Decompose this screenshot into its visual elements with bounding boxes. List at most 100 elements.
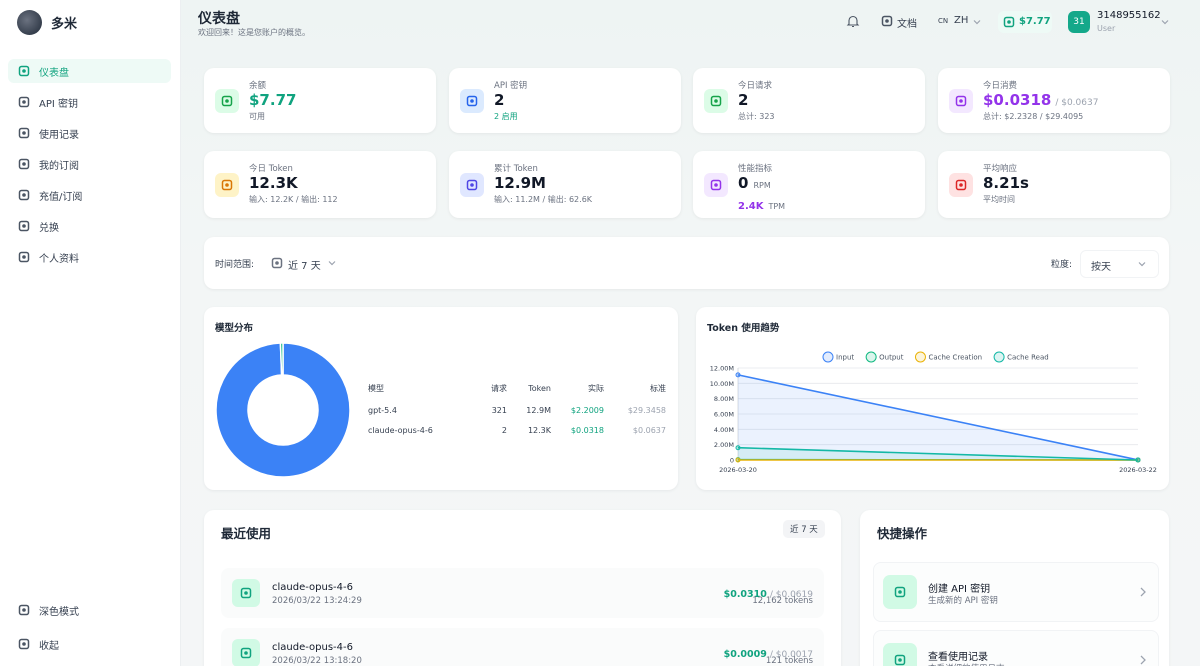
stat-value: 2 [738, 91, 749, 109]
icon [949, 172, 973, 197]
icon-glyph [18, 220, 30, 232]
icon [215, 172, 239, 197]
y-tick-label: 12.00M [710, 365, 734, 373]
icon-glyph [710, 95, 722, 106]
series-point [1135, 457, 1141, 463]
icon [883, 643, 917, 666]
avatar[interactable]: 31 [1068, 11, 1090, 33]
chevron-path [1140, 655, 1146, 665]
stat-sub: 2 启用 [494, 112, 518, 121]
range-select[interactable]: 近 7 天 [265, 250, 346, 276]
recent-tokens: 12,162 tokens [752, 596, 813, 606]
table-header: 实际 [588, 383, 604, 393]
stat-value: 2 [494, 91, 505, 109]
stat-extra: / $0.0637 [1055, 98, 1099, 108]
nav-item[interactable]: API 密钥 [8, 90, 171, 114]
legend-label: Cache Read [1007, 354, 1049, 362]
line-chart: 0 2.00M 4.00M 6.00M 8.00M 10.00M 12.00M 2026-03… [710, 351, 1157, 474]
y-tick-label: 2.00M [714, 441, 734, 449]
glyph [959, 98, 963, 103]
lang-switch[interactable]: CN ZH [938, 14, 984, 30]
icon-glyph [18, 604, 30, 616]
glyph [240, 587, 252, 599]
icon [704, 88, 728, 113]
granularity-select[interactable]: 按天 [1080, 250, 1159, 278]
stat-label: 今日请求 [738, 81, 773, 91]
stat-card: 今日 Token 12.3K 输入: 12.2K / 输出: 112 [204, 151, 436, 218]
legend-swatch [993, 351, 1005, 363]
recent-cost-row: $0.0009/ $0.0017 [724, 642, 813, 661]
glyph [898, 658, 902, 662]
stat-label: 今日消费 [983, 81, 1018, 91]
nav-item[interactable]: 仪表盘 [8, 59, 171, 83]
glyph [470, 98, 474, 103]
recent-item[interactable]: claude-opus-4-6 2026/03/22 13:18:20 $0.000… [221, 628, 824, 666]
glyph [18, 158, 30, 170]
glyph [18, 220, 30, 232]
stat-value: 12.9M [494, 174, 546, 192]
legend-swatch [865, 351, 877, 363]
page-title: 仪表盘 [198, 11, 240, 27]
quick-action[interactable]: 查看使用记录查看详细的使用日志 [873, 630, 1159, 666]
glyph [466, 95, 478, 106]
glyph [244, 591, 248, 595]
nav-item[interactable]: 兑换 [8, 214, 171, 238]
model-card: 模型分布 模型 请求 Token 实际 标准 gpt-5.4 321 12.9M $2.2009 $… [204, 307, 678, 490]
glyph [955, 95, 967, 106]
nav-item[interactable]: 使用记录 [8, 121, 171, 145]
nav-item[interactable]: 我的订阅 [8, 152, 171, 176]
recent-badge: 近 7 天 [783, 520, 825, 538]
user-name: 3148955162 [1097, 10, 1161, 21]
nav-item[interactable]: 个人资料 [8, 245, 171, 269]
pie-chart: 模型 请求 Token 实际 标准 gpt-5.4 321 12.9M $2.2009 $29.3… [215, 342, 666, 478]
glyph [959, 182, 963, 187]
docs-link[interactable]: 文档 [881, 14, 921, 30]
stat-card: 平均响应 8.21s 平均时间 [938, 151, 1170, 218]
footer-label: 深色模式 [39, 607, 79, 618]
legend-swatch [822, 351, 834, 363]
chevron-path [1161, 20, 1169, 25]
chevron [1161, 20, 1169, 25]
recent-standard: / $0.0017 [769, 650, 813, 660]
sidebar-footer-item[interactable]: 深色模式 [8, 599, 171, 621]
stat-value: $7.77 [249, 91, 297, 109]
stat-sub: 输入: 12.2K / 输出: 112 [249, 195, 338, 204]
quick-action[interactable]: 创建 API 密钥 生成新的 API 密钥 [873, 562, 1159, 622]
y-tick-label: 8.00M [714, 395, 734, 403]
glyph [18, 638, 30, 650]
recent-tokens: 121 tokens [765, 656, 813, 666]
icon-glyph [221, 179, 233, 190]
icon-glyph [271, 257, 283, 269]
glyph [885, 19, 889, 23]
nav-item[interactable]: 充值/订阅 [8, 183, 171, 207]
glyph [881, 15, 893, 27]
recent-item[interactable]: claude-opus-4-6 2026/03/22 13:24:29 $0.031… [221, 568, 824, 618]
icon [16, 249, 32, 265]
section-title: 最近使用 [221, 526, 272, 541]
glyph [225, 98, 229, 103]
icon [16, 156, 32, 172]
stat-card: 性能指标 0 RPM 2.4K TPM [693, 151, 925, 218]
icon [215, 88, 239, 113]
icon [460, 88, 484, 113]
balance-pill[interactable]: $7.77 [998, 11, 1052, 33]
icon [883, 575, 917, 609]
icon-glyph [18, 127, 30, 139]
sidebar: 多米 仪表盘 API 密钥 使用记录 我的订阅 充值/订阅 兑换 个人资料 深色模式 收起 [0, 0, 181, 666]
nav-label: 使用记录 [39, 130, 79, 141]
icon-glyph [18, 96, 30, 108]
stat-value: 8.21s [983, 174, 1029, 192]
range-value: 近 7 天 [288, 261, 321, 272]
stat-value-row: 8.21s [983, 173, 1029, 192]
sidebar-footer-item[interactable]: 收起 [8, 633, 171, 655]
table-header: 标准 [650, 383, 666, 393]
legend-item: Output [865, 351, 904, 363]
icon-glyph [894, 654, 906, 666]
brand-logo [17, 10, 42, 35]
glyph [18, 604, 30, 616]
table-cell: $0.0637 [633, 426, 666, 435]
table-cell: 321 [492, 406, 507, 415]
icon [16, 63, 32, 79]
glyph [221, 179, 233, 190]
glyph [710, 179, 722, 190]
